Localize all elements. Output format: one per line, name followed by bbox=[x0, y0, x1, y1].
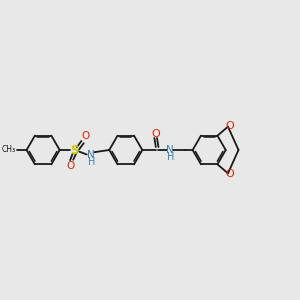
Text: H: H bbox=[88, 158, 95, 167]
Text: O: O bbox=[81, 131, 89, 142]
Text: N: N bbox=[166, 145, 174, 155]
Text: S: S bbox=[70, 143, 78, 157]
Text: O: O bbox=[226, 169, 234, 179]
Text: O: O bbox=[66, 161, 74, 171]
Text: N: N bbox=[87, 150, 94, 160]
Text: O: O bbox=[151, 129, 160, 139]
Text: H: H bbox=[167, 152, 175, 162]
Text: O: O bbox=[226, 121, 234, 131]
Text: CH₃: CH₃ bbox=[2, 146, 16, 154]
